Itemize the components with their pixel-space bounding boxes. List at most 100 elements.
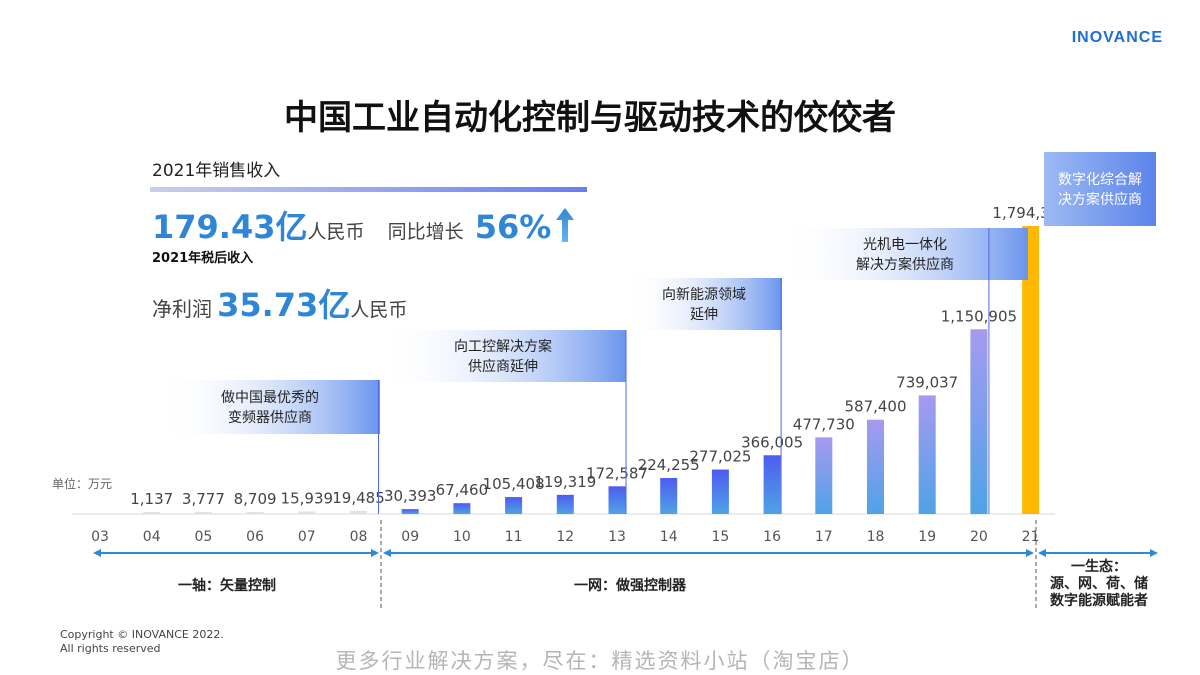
tick-label: 21 (1022, 529, 1040, 545)
footer-note: 更多行业解决方案，尽在：精选资料小站（淘宝店） (335, 649, 865, 673)
tick-label: 16 (763, 529, 781, 545)
annotation-box (626, 278, 782, 330)
annotation-box (1044, 152, 1156, 226)
bar (711, 469, 729, 514)
bar (867, 419, 884, 514)
after-tax-label: 2021年税后收入 (152, 251, 254, 266)
arrow-head (1038, 549, 1046, 557)
data-label: 277,025 (689, 448, 751, 466)
arrow-head (1026, 549, 1034, 557)
tick-label: 05 (194, 529, 212, 545)
bar (1022, 226, 1040, 514)
brand-logo: INOVANCE (1071, 29, 1163, 46)
arrow-head (383, 549, 391, 557)
bar (556, 494, 574, 514)
phase-label: 一生态： (1071, 558, 1127, 575)
bar (401, 509, 419, 514)
data-label: 1,150,905 (941, 307, 1017, 325)
data-label: 30,393 (384, 487, 437, 505)
annotation-text: 变频器供应商 (228, 409, 312, 426)
net-profit-unit: 人民币 (350, 299, 408, 321)
annotation-text: 解决方案供应商 (856, 256, 954, 273)
bar (918, 395, 936, 514)
copyright: Copyright © INOVANCE 2022. All rights re… (60, 628, 240, 656)
annotation-text: 决方案供应商 (1058, 191, 1142, 208)
bar (194, 512, 212, 514)
data-label: 1,137 (130, 490, 173, 508)
tick-label: 03 (91, 529, 109, 545)
annotation-box (160, 380, 380, 434)
bar (246, 512, 264, 514)
annotation-text: 供应商延伸 (468, 358, 538, 375)
data-label: 3,777 (182, 490, 225, 508)
net-profit-label: 净利润 (152, 297, 212, 321)
unit-label: 单位：万元 (52, 476, 112, 491)
annotation-text: 向工控解决方案 (454, 338, 552, 355)
arrow-up-icon (556, 208, 575, 246)
bar (763, 455, 781, 514)
arrow-head (93, 549, 101, 557)
bar (608, 486, 626, 514)
arrow-head (1150, 549, 1158, 557)
tick-label: 06 (246, 529, 264, 545)
tick-label: 07 (298, 529, 316, 545)
annotation-text: 向新能源领域 (662, 287, 746, 303)
yoy-value: 56% (474, 208, 552, 246)
tick-label: 18 (867, 529, 885, 545)
tick-label: 14 (660, 529, 678, 545)
revenue-value: 179.43亿 (152, 208, 308, 246)
yoy-label: 同比增长 (387, 221, 464, 243)
data-label: 477,730 (793, 415, 855, 433)
bar (143, 512, 161, 514)
tick-label: 10 (453, 529, 471, 545)
annotation-box (782, 228, 1028, 280)
data-label: 15,939 (281, 489, 334, 507)
bar (350, 510, 367, 514)
data-label: 19,485 (332, 489, 385, 507)
sales-label: 2021年销售收入 (152, 161, 281, 181)
tick-label: 11 (505, 529, 523, 545)
data-label: 105,408 (483, 475, 545, 493)
phase-label: 源、网、荷、储 (1050, 575, 1148, 592)
data-label: 8,709 (234, 490, 277, 508)
tick-label: 19 (918, 529, 936, 545)
data-label: 587,400 (844, 398, 906, 416)
net-profit-value: 35.73亿 (217, 286, 351, 324)
bar (298, 511, 316, 514)
bar (970, 329, 988, 514)
net-profit-row: 净利润 35.73亿人民币 (152, 280, 407, 326)
bar (815, 437, 833, 514)
data-label: 67,460 (436, 481, 489, 499)
revenue-unit: 人民币 (307, 221, 365, 243)
bar (453, 503, 471, 514)
annotation-text: 光机电一体化 (863, 237, 947, 253)
revenue-row: 179.43亿人民币 同比增长 56% (152, 202, 575, 248)
tick-label: 08 (350, 529, 368, 545)
phase-label: 一网：做强控制器 (574, 577, 687, 594)
tick-label: 09 (401, 529, 419, 545)
tick-label: 13 (608, 529, 626, 545)
phase-label: 一轴：矢量控制 (178, 577, 276, 594)
bar (505, 497, 523, 514)
annotation-text: 延伸 (690, 307, 718, 323)
phase-label: 数字能源赋能者 (1050, 592, 1148, 609)
data-label: 172,587 (586, 464, 648, 482)
annotation-box (380, 330, 626, 382)
annotation-text: 做中国最优秀的 (221, 390, 319, 406)
tick-label: 17 (815, 529, 833, 545)
data-label: 366,005 (741, 433, 803, 451)
data-label: 739,037 (896, 373, 958, 391)
divider-gradient (150, 187, 587, 192)
page-title: 中国工业自动化控制与驱动技术的佼佼者 (284, 98, 896, 138)
annotation-text: 数字化综合解 (1058, 172, 1142, 188)
tick-label: 12 (556, 529, 574, 545)
tick-label: 20 (970, 529, 988, 545)
copyright-line: Copyright © INOVANCE 2022. (60, 628, 224, 641)
data-label: 119,319 (534, 473, 596, 491)
tick-label: 04 (143, 529, 161, 545)
bar (660, 478, 678, 514)
data-label: 224,255 (638, 456, 700, 474)
copyright-line: All rights reserved (60, 642, 161, 655)
tick-label: 15 (711, 529, 729, 545)
